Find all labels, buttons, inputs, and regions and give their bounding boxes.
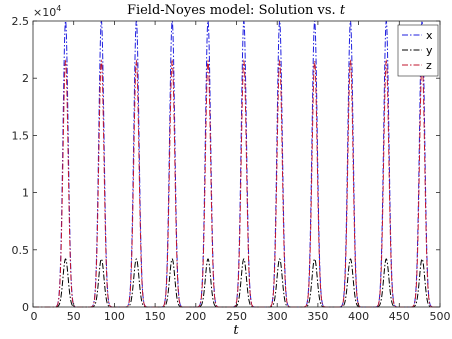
legend: xyz: [397, 24, 439, 77]
y-tick-label: 1.5: [12, 129, 30, 142]
x-tick-label: 250: [226, 310, 247, 323]
x-tick-label: 400: [348, 310, 369, 323]
legend-label-x: x: [426, 29, 433, 42]
x-axis-label: t: [233, 323, 239, 338]
y-axis-exponent: ×104: [33, 4, 61, 19]
legend-label-z: z: [426, 59, 432, 72]
x-tick-label: 100: [104, 310, 125, 323]
y-tick-label: 0.5: [12, 244, 30, 257]
series-line-z: [33, 59, 440, 308]
y-tick-label: 0: [22, 301, 29, 314]
x-tick-label: 0: [31, 310, 38, 323]
y-tick-label: 2.5: [12, 15, 30, 28]
x-tick-label: 450: [389, 310, 410, 323]
x-tick-label: 500: [430, 310, 451, 323]
x-tick-label: 200: [185, 310, 206, 323]
chart-title: Field-Noyes model: Solution vs. t: [127, 3, 346, 18]
y-tick-label: 1: [22, 187, 29, 200]
x-tick-label: 300: [267, 310, 288, 323]
plot-background: [33, 21, 440, 307]
y-tick-label: 2: [22, 72, 29, 85]
x-tick-label: 150: [145, 310, 166, 323]
x-tick-label: 50: [67, 310, 81, 323]
x-tick-label: 350: [307, 310, 328, 323]
ticks-layer: 0 50 100 150 200 250 300 350 400 450 500 0 0.5 1 1.5 2 2…: [12, 15, 451, 323]
legend-label-y: y: [426, 44, 433, 57]
